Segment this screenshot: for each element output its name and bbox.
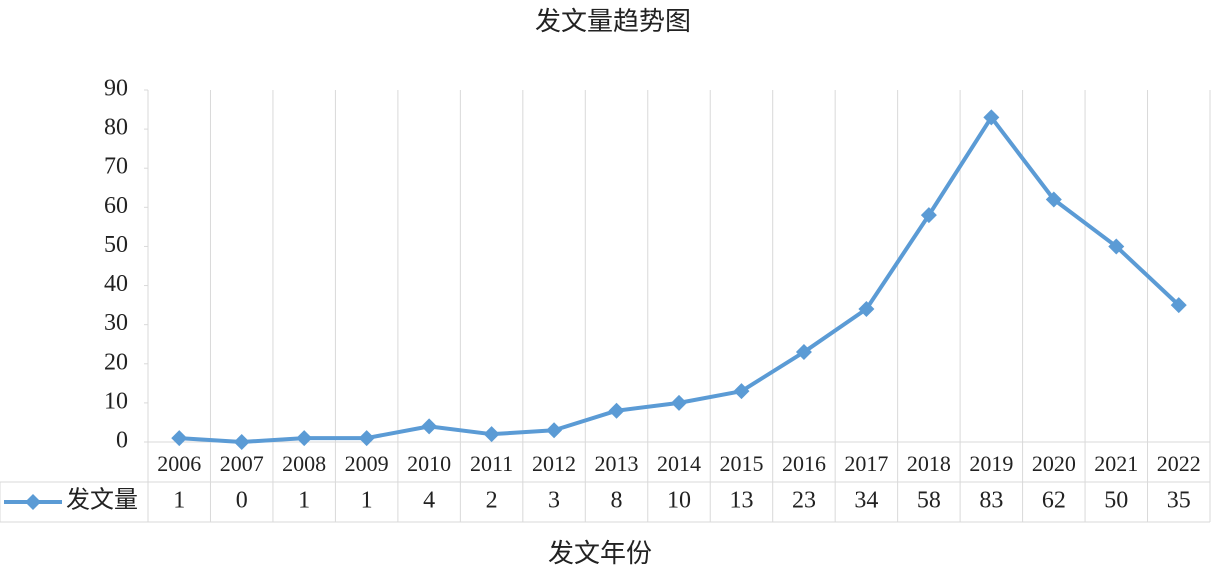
x-tick-label: 2006 <box>157 451 201 476</box>
table-value: 4 <box>423 488 435 514</box>
table-value: 23 <box>792 488 816 514</box>
marker <box>1045 191 1062 208</box>
x-tick-label: 2018 <box>907 451 951 476</box>
marker <box>608 402 625 419</box>
chart-title: 发文量趋势图 <box>535 7 691 36</box>
y-tick-label: 10 <box>104 388 128 414</box>
x-axis-label: 发文年份 <box>548 539 652 568</box>
x-tick-label: 2007 <box>220 451 264 476</box>
x-tick-label: 2017 <box>844 451 888 476</box>
table-value: 35 <box>1167 488 1191 514</box>
legend-marker <box>25 494 41 510</box>
marker <box>671 394 687 411</box>
y-tick-label: 20 <box>104 349 128 375</box>
marker <box>421 418 438 435</box>
y-tick-label: 50 <box>104 232 128 258</box>
y-tick-label: 70 <box>104 154 128 180</box>
marker <box>920 207 937 224</box>
marker <box>1108 238 1125 255</box>
table-value: 34 <box>854 488 878 514</box>
x-tick-label: 2019 <box>969 451 1013 476</box>
x-tick-label: 2014 <box>657 451 701 476</box>
marker <box>858 301 875 318</box>
x-tick-label: 2016 <box>782 451 826 476</box>
legend-label: 发文量 <box>66 487 138 514</box>
table-value: 2 <box>486 488 498 514</box>
y-tick-label: 60 <box>104 193 128 219</box>
line <box>179 115 1181 444</box>
x-tick-label: 2011 <box>470 451 513 476</box>
x-tick-label: 2009 <box>345 451 389 476</box>
marker <box>358 430 375 447</box>
table-value: 1 <box>361 488 373 514</box>
table-value: 62 <box>1042 488 1066 514</box>
y-tick-label: 40 <box>104 271 128 297</box>
table-value: 1 <box>298 488 310 514</box>
marker <box>795 344 812 361</box>
table-value: 58 <box>917 488 941 514</box>
x-tick-label: 2020 <box>1032 451 1076 476</box>
y-tick-label: 90 <box>104 76 128 102</box>
x-tick-label: 2021 <box>1094 451 1138 476</box>
marker <box>983 109 1000 126</box>
marker <box>546 422 563 439</box>
marker <box>171 430 188 447</box>
x-tick-label: 2012 <box>532 451 576 476</box>
marker <box>233 434 250 450</box>
table-value: 1 <box>173 488 185 514</box>
marker <box>296 430 313 447</box>
x-tick-label: 2015 <box>719 451 763 476</box>
table-value: 8 <box>611 488 623 514</box>
y-tick-label: 30 <box>104 310 128 336</box>
x-tick-label: 2013 <box>595 451 639 476</box>
marker <box>1170 297 1187 314</box>
marker <box>733 383 750 400</box>
marker <box>483 426 500 443</box>
table-value: 10 <box>667 488 691 514</box>
x-tick-label: 2010 <box>407 451 451 476</box>
y-tick-label: 80 <box>104 115 128 141</box>
table-value: 0 <box>236 488 248 514</box>
y-tick-label: 0 <box>116 428 128 454</box>
x-tick-label: 2008 <box>282 451 326 476</box>
table-value: 83 <box>979 488 1003 514</box>
x-tick-label: 2022 <box>1157 451 1201 476</box>
table-value: 13 <box>729 488 753 514</box>
table-value: 3 <box>548 488 560 514</box>
table-value: 50 <box>1104 488 1128 514</box>
